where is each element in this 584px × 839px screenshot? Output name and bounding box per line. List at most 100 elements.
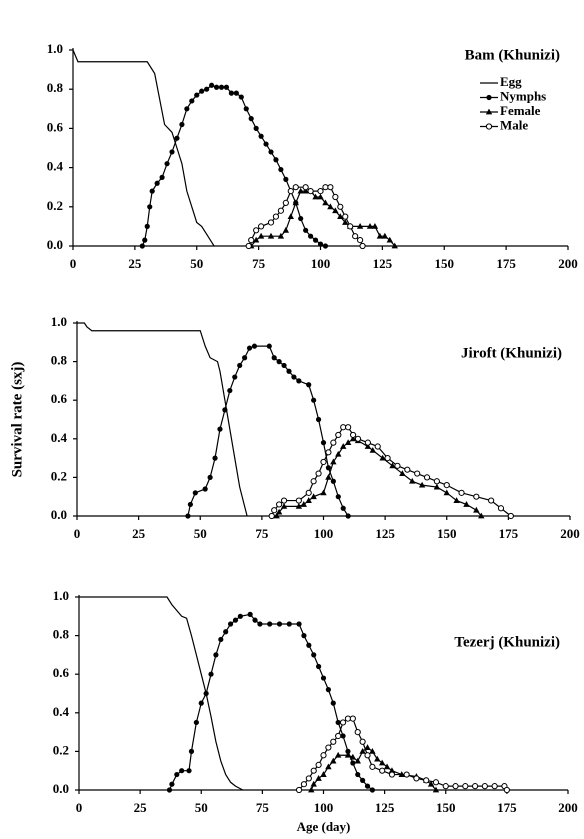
marker: [344, 439, 352, 446]
marker: [273, 157, 279, 163]
y-tick-label: 0.4: [51, 430, 68, 445]
marker: [169, 149, 175, 155]
marker: [391, 242, 398, 249]
marker: [503, 786, 510, 794]
marker: [414, 470, 421, 477]
marker: [356, 223, 364, 229]
marker: [305, 497, 312, 503]
marker: [308, 786, 315, 793]
marker: [267, 219, 275, 226]
marker: [322, 199, 329, 206]
y-axis-label: Survival rate (sxj): [9, 362, 25, 478]
marker: [320, 440, 327, 446]
marker: [310, 767, 317, 774]
x-tick-label: 75: [256, 800, 270, 815]
marker: [327, 203, 334, 210]
x-tick-label: 0: [70, 256, 77, 271]
x-tick-label: 25: [132, 526, 146, 541]
marker: [366, 223, 374, 229]
marker: [267, 621, 273, 627]
marker: [359, 748, 366, 754]
marker: [423, 474, 431, 481]
panel-title: Tezerj (Khunizi): [454, 634, 560, 650]
series-line: [77, 322, 248, 517]
marker: [364, 783, 371, 789]
marker: [418, 481, 426, 488]
x-tick-label: 0: [74, 526, 81, 541]
marker: [192, 490, 198, 496]
marker: [485, 123, 493, 130]
marker: [349, 715, 356, 722]
marker: [208, 671, 214, 677]
legend-label: Egg: [500, 74, 522, 89]
marker: [369, 446, 376, 453]
marker: [332, 207, 339, 214]
marker: [312, 237, 319, 243]
marker: [207, 474, 213, 480]
marker: [139, 243, 145, 249]
marker: [374, 443, 381, 450]
marker: [340, 424, 347, 431]
marker: [325, 449, 332, 456]
marker: [246, 345, 253, 351]
marker: [399, 470, 406, 476]
marker: [340, 443, 347, 449]
series-line: [72, 49, 215, 247]
marker: [383, 763, 391, 770]
marker: [238, 94, 244, 100]
y-tick-label: 0.2: [47, 198, 63, 213]
marker: [317, 241, 324, 247]
marker: [292, 184, 299, 191]
marker: [257, 621, 263, 627]
marker: [369, 748, 376, 754]
marker: [263, 141, 269, 147]
marker: [507, 512, 514, 520]
marker: [300, 781, 308, 788]
marker: [273, 512, 280, 519]
x-tick-label: 125: [375, 526, 395, 541]
marker: [325, 474, 332, 480]
marker: [379, 767, 386, 774]
marker: [242, 355, 248, 361]
y-tick-label: 0.0: [53, 781, 69, 796]
marker: [232, 374, 238, 380]
marker: [298, 215, 304, 222]
series-line: [141, 84, 326, 247]
marker: [386, 236, 393, 243]
marker: [359, 738, 366, 745]
y-tick-label: 1.0: [47, 41, 63, 56]
marker: [307, 188, 314, 195]
marker: [194, 92, 200, 98]
marker: [317, 193, 324, 200]
marker: [371, 223, 379, 229]
marker: [315, 416, 322, 423]
marker: [312, 193, 319, 200]
marker: [403, 771, 410, 778]
marker: [432, 779, 440, 786]
marker: [374, 755, 381, 762]
marker: [360, 777, 366, 783]
marker: [189, 98, 195, 104]
marker: [308, 233, 314, 239]
marker: [322, 184, 329, 191]
marker: [272, 213, 280, 220]
x-tick-label: 75: [252, 256, 266, 271]
marker: [478, 512, 485, 519]
marker: [281, 362, 287, 369]
marker: [381, 232, 389, 239]
series-line: [187, 345, 349, 517]
marker: [347, 223, 354, 230]
marker: [354, 435, 362, 442]
marker: [473, 506, 480, 513]
marker: [327, 184, 334, 191]
marker: [275, 508, 283, 515]
marker: [282, 199, 289, 206]
marker: [320, 458, 327, 466]
x-tick-label: 200: [560, 526, 580, 541]
marker: [302, 187, 309, 194]
x-tick-label: 150: [435, 256, 455, 271]
y-tick-label: 0.8: [53, 627, 70, 642]
y-tick-label: 0.0: [51, 507, 67, 522]
marker: [354, 757, 361, 764]
marker: [305, 775, 312, 782]
